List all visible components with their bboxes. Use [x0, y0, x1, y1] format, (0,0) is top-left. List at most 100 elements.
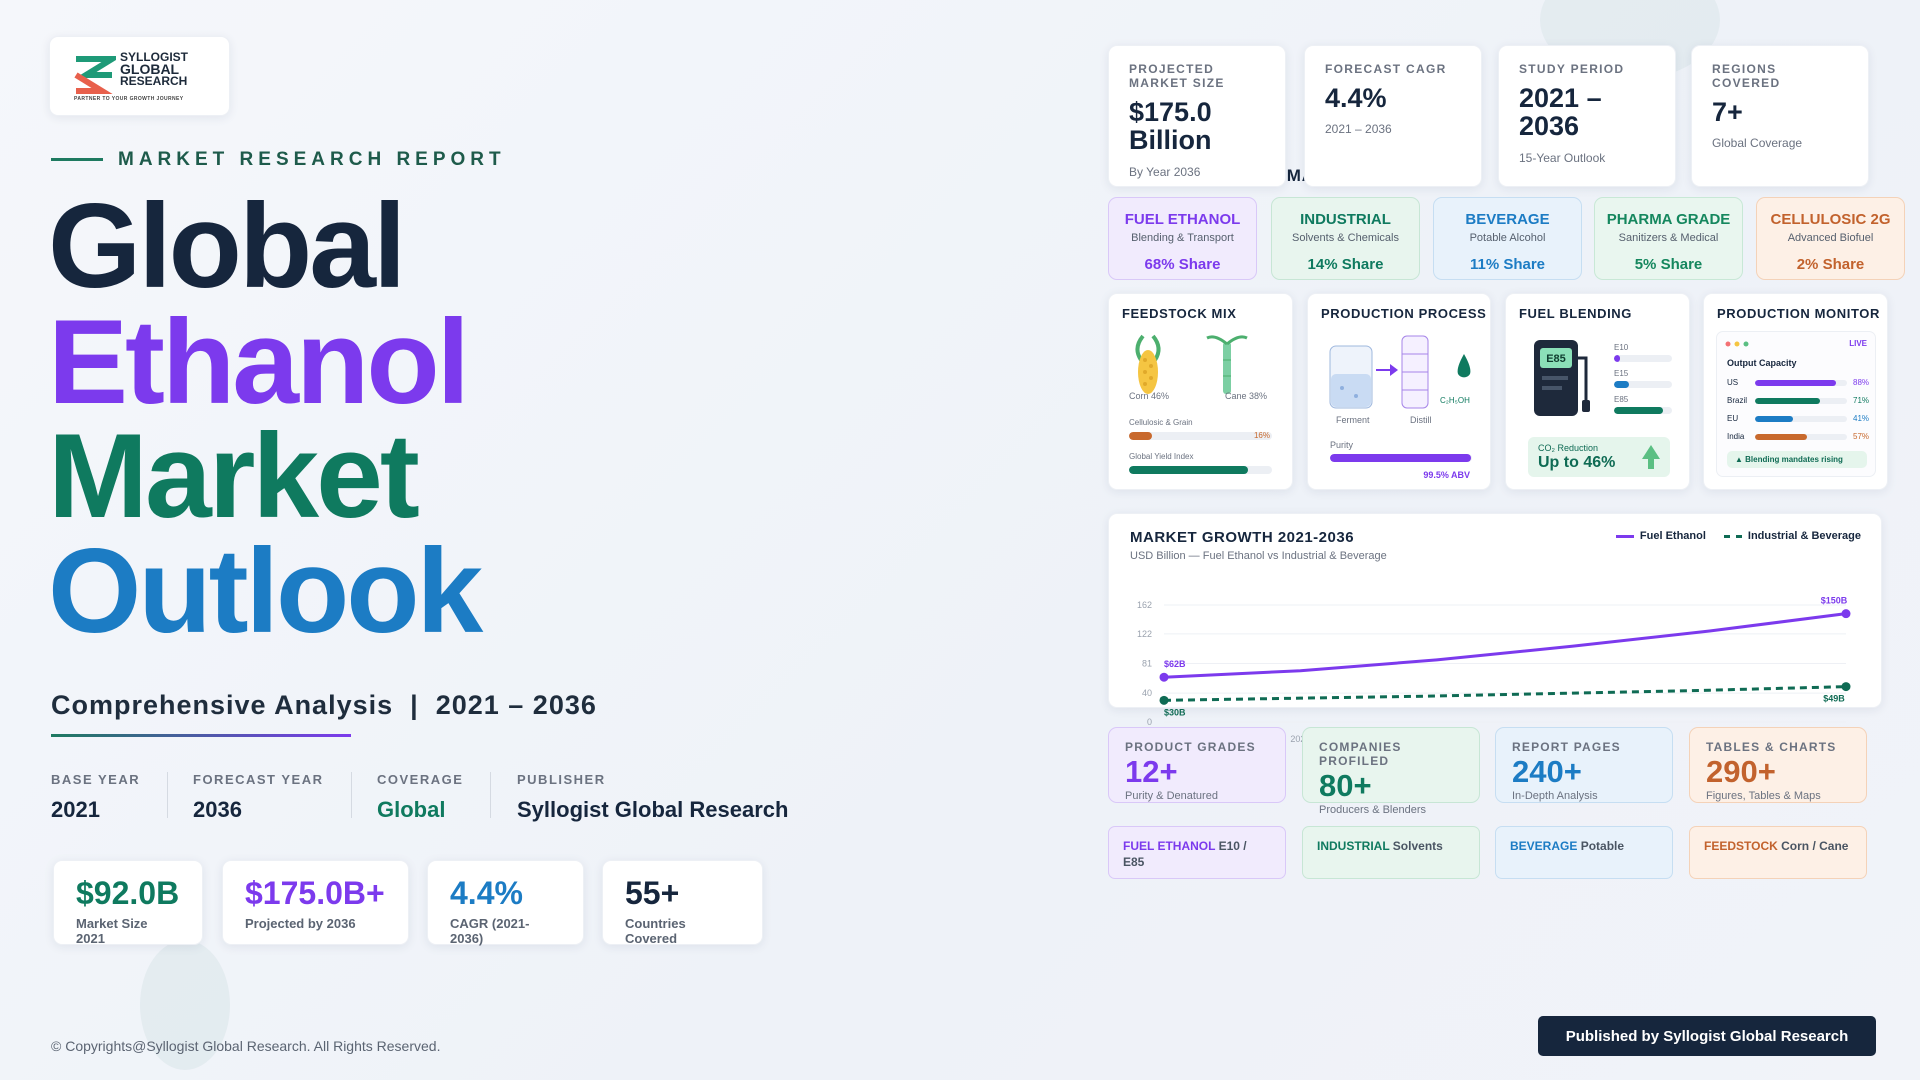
- report-value: 240+: [1512, 754, 1582, 789]
- stat-label: Countries Covered: [625, 916, 686, 946]
- point: [1841, 609, 1851, 619]
- legend-item: Industrial & Beverage: [1723, 530, 1861, 542]
- divider: [351, 772, 352, 818]
- segment-desc: Sanitizers & Medical: [1618, 232, 1719, 244]
- bar-label: Cellulosic & Grain: [1129, 418, 1193, 427]
- meta-value: 2036: [193, 797, 242, 822]
- stat-value: 4.4%: [450, 875, 523, 911]
- legend-label: Fuel Ethanol: [1639, 530, 1706, 542]
- title-line: Outlook: [48, 524, 483, 658]
- blend-label: E10: [1614, 343, 1629, 352]
- segment-share: 5% Share: [1634, 256, 1703, 273]
- region-bar: [1755, 416, 1793, 422]
- data-label: $49B: [1823, 694, 1845, 704]
- panel-title: FEEDSTOCK MIX: [1122, 306, 1237, 321]
- meta-label: PUBLISHER: [517, 772, 606, 787]
- window-dots: [1725, 341, 1749, 347]
- kpi-note: 2021 – 2036: [1325, 122, 1392, 137]
- segment-name: BEVERAGE: [1465, 211, 1550, 228]
- feedstock-icons: [1135, 334, 1248, 394]
- purity-label: Purity: [1330, 440, 1354, 450]
- stat-card: $92.0B Market Size 2021: [53, 860, 203, 946]
- logo-line: GLOBAL: [120, 61, 180, 77]
- region-value: 41%: [1853, 414, 1870, 423]
- kpi-value: 2021 – 2036: [1519, 83, 1602, 142]
- meta-item: PUBLISHER Syllogist Global Research: [517, 772, 788, 823]
- tag: BEVERAGE Potable: [1495, 826, 1673, 879]
- tag-strong: INDUSTRIAL: [1317, 839, 1390, 853]
- period: 2021 – 2036: [435, 690, 597, 720]
- kpi-label: PROJECTED MARKET SIZE: [1129, 62, 1225, 90]
- segment-name: INDUSTRIAL: [1300, 211, 1391, 228]
- divider: [490, 772, 491, 818]
- tag-strong: BEVERAGE: [1510, 839, 1578, 853]
- region-name: Brazil: [1727, 396, 1748, 405]
- meta-value: Global: [377, 797, 446, 822]
- publish-button[interactable]: Published by Syllogist Global Research: [1538, 1016, 1876, 1056]
- region-value: 71%: [1853, 396, 1870, 405]
- y-tick-label: 0: [1147, 717, 1152, 727]
- process-panel: PRODUCTION PROCESS Ferment Distill C₂H₅O…: [1307, 293, 1491, 490]
- segment-card: CELLULOSIC 2G Advanced Biofuel 2% Share: [1756, 197, 1905, 280]
- segment-name: FUEL ETHANOL: [1124, 211, 1241, 228]
- copyright: © Copyrights@Syllogist Global Research. …: [51, 1038, 441, 1054]
- blend-bar: [1614, 407, 1664, 414]
- tag-strong: FEEDSTOCK: [1704, 839, 1778, 853]
- leaf-decoration: [140, 940, 230, 1070]
- blending-panel: FUEL BLENDING E85 CO₂ Reduction Up to 46…: [1505, 293, 1690, 490]
- kpi-note: By Year 2036: [1129, 164, 1201, 179]
- segment-desc: Solvents & Chemicals: [1292, 232, 1399, 244]
- y-tick-label: 81: [1142, 659, 1152, 669]
- report-label: PRODUCT GRADES: [1125, 740, 1256, 754]
- kpi-label: FORECAST CAGR: [1325, 62, 1447, 76]
- separator: |: [410, 690, 419, 720]
- co2-label: CO₂ Reduction: [1538, 443, 1599, 453]
- report-value: 80+: [1319, 768, 1372, 803]
- region-bar: [1755, 434, 1808, 440]
- kpi-card: STUDY PERIOD 2021 – 2036 15-Year Outlook: [1498, 45, 1676, 187]
- kpi-label: STUDY PERIOD: [1519, 62, 1625, 76]
- segment-name: PHARMA GRADE: [1606, 211, 1731, 228]
- logo-line: RESEARCH: [120, 74, 188, 88]
- legend-swatch: [1723, 534, 1742, 538]
- tag-text: Corn / Cane: [1781, 839, 1849, 853]
- report-note: In-Depth Analysis: [1512, 789, 1598, 802]
- segment-card: INDUSTRIAL Solvents & Chemicals 14% Share: [1271, 197, 1420, 280]
- kpi-value: 4.4%: [1325, 83, 1387, 113]
- bar-track: [1129, 466, 1272, 474]
- process-icons: [1329, 335, 1471, 409]
- logo-text: SYLLOGIST GLOBAL RESEARCH: [120, 51, 188, 87]
- kpi-value: $175.0 Billion: [1129, 97, 1212, 156]
- legend-label: Industrial & Beverage: [1747, 530, 1861, 542]
- tag: FEEDSTOCK Corn / Cane: [1689, 826, 1867, 879]
- step-label: Ferment: [1336, 415, 1370, 425]
- region-name: India: [1727, 432, 1745, 441]
- kpi-note: Global Coverage: [1712, 136, 1803, 151]
- region-track: [1755, 398, 1847, 404]
- co2-box: CO₂ Reduction Up to 46%: [1528, 437, 1670, 477]
- segment-desc: Potable Alcohol: [1469, 232, 1546, 244]
- title-line: Global: [48, 179, 406, 313]
- meta-item: FORECAST YEAR 2036: [193, 772, 324, 823]
- report-value: 290+: [1706, 754, 1776, 789]
- blend-track: [1614, 407, 1672, 414]
- subtitle: Comprehensive Analysis | 2021 – 2036: [51, 690, 597, 721]
- step-label: Distill: [1410, 415, 1432, 425]
- report-card: PRODUCT GRADES 12+ Purity & Denatured: [1108, 727, 1286, 803]
- tag-text: Potable: [1580, 839, 1625, 853]
- blend-bar: [1614, 381, 1629, 388]
- monitor-subtitle: Output Capacity: [1727, 358, 1797, 368]
- panel-title: PRODUCTION PROCESS: [1321, 306, 1487, 321]
- region-track: [1755, 434, 1847, 440]
- live-status: LIVE: [1849, 339, 1867, 348]
- tag-text: Solvents: [1392, 839, 1443, 853]
- bar-value: 16%: [1253, 431, 1270, 440]
- feedstock-bar: [1129, 466, 1248, 474]
- region-name: US: [1727, 378, 1739, 387]
- series-line: [1163, 685, 1847, 702]
- stat-card: 4.4% CAGR (2021-2036): [427, 860, 584, 946]
- pump-icon: [1534, 340, 1590, 416]
- point: [1159, 672, 1169, 682]
- segment-card: FUEL ETHANOL Blending & Transport 68% Shar…: [1108, 197, 1257, 280]
